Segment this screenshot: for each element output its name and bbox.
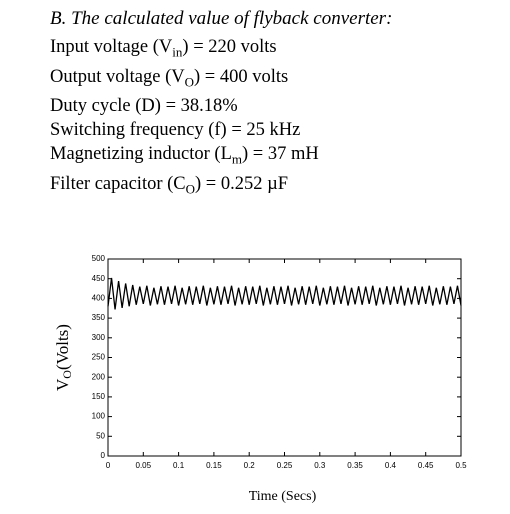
subscript: O	[184, 74, 195, 90]
parameter-line: Switching frequency (f) = 25 kHz	[50, 118, 500, 142]
parameter-text: ) = 0.252 µF	[195, 174, 289, 195]
x-tick-label: 0.25	[277, 461, 293, 470]
x-tick-label: 0	[106, 461, 111, 470]
x-tick-label: 0.2	[244, 461, 256, 470]
parameter-list: Input voltage (Vin) = 220 volts Output vo…	[50, 35, 500, 202]
x-tick-label: 0.05	[136, 461, 152, 470]
y-tick-label: 250	[92, 353, 106, 362]
y-tick-label: 450	[92, 274, 106, 283]
y-tick-label: 200	[92, 372, 106, 381]
x-tick-label: 0.15	[206, 461, 222, 470]
parameter-text: Switching frequency (f) = 25 kHz	[50, 120, 301, 141]
subscript: O	[185, 181, 196, 197]
x-axis-label: Time (Secs)	[249, 489, 317, 504]
y-tick-label: 400	[92, 294, 106, 303]
parameter-text: Output voltage (V	[50, 66, 185, 87]
subscript: in	[172, 44, 183, 60]
parameter-text: ) = 37 mH	[242, 144, 319, 165]
x-tick-label: 0.3	[314, 461, 326, 470]
x-tick-label: 0.5	[455, 461, 467, 470]
x-tick-label: 0.1	[173, 461, 185, 470]
y-tick-label: 300	[92, 333, 106, 342]
x-tick-label: 0.45	[418, 461, 434, 470]
y-tick-label: 50	[96, 431, 105, 440]
parameter-text: Filter capacitor (C	[50, 174, 186, 195]
y-tick-label: 350	[92, 313, 106, 322]
y-tick-label: 100	[92, 412, 106, 421]
heading: B. The calculated value of flyback conve…	[50, 8, 393, 29]
y-tick-label: 150	[92, 392, 106, 401]
parameter-line: Duty cycle (D) = 38.18%	[50, 94, 500, 118]
parameter-line: Input voltage (Vin) = 220 volts	[50, 35, 500, 65]
y-axis-label-subscript: O	[60, 370, 74, 379]
parameter-text: Duty cycle (D) = 38.18%	[50, 96, 238, 117]
x-tick-label: 0.4	[385, 461, 397, 470]
y-axis-label: VO(Volts)	[53, 324, 74, 391]
parameter-text: ) = 220 volts	[182, 37, 277, 57]
x-tick-label: 0.35	[347, 461, 363, 470]
parameter-line: Magnetizing inductor (Lm) = 37 mH	[50, 142, 500, 172]
parameter-text: ) = 400 volts	[194, 66, 289, 87]
voltage-line	[107, 277, 462, 310]
subscript: m	[231, 152, 242, 168]
y-tick-label: 500	[92, 254, 106, 263]
parameter-text: Input voltage (V	[50, 37, 173, 57]
document: B. The calculated value of flyback conve…	[50, 8, 500, 202]
y-axis-label-text: (Volts)	[53, 324, 72, 370]
parameter-text: Magnetizing inductor (L	[50, 144, 232, 165]
parameter-line: Filter capacitor (CO) = 0.252 µF	[50, 172, 500, 202]
y-axis-label-text: V	[53, 378, 72, 391]
y-tick-label: 0	[101, 451, 106, 460]
parameter-line: Output voltage (VO) = 400 volts	[50, 65, 500, 95]
